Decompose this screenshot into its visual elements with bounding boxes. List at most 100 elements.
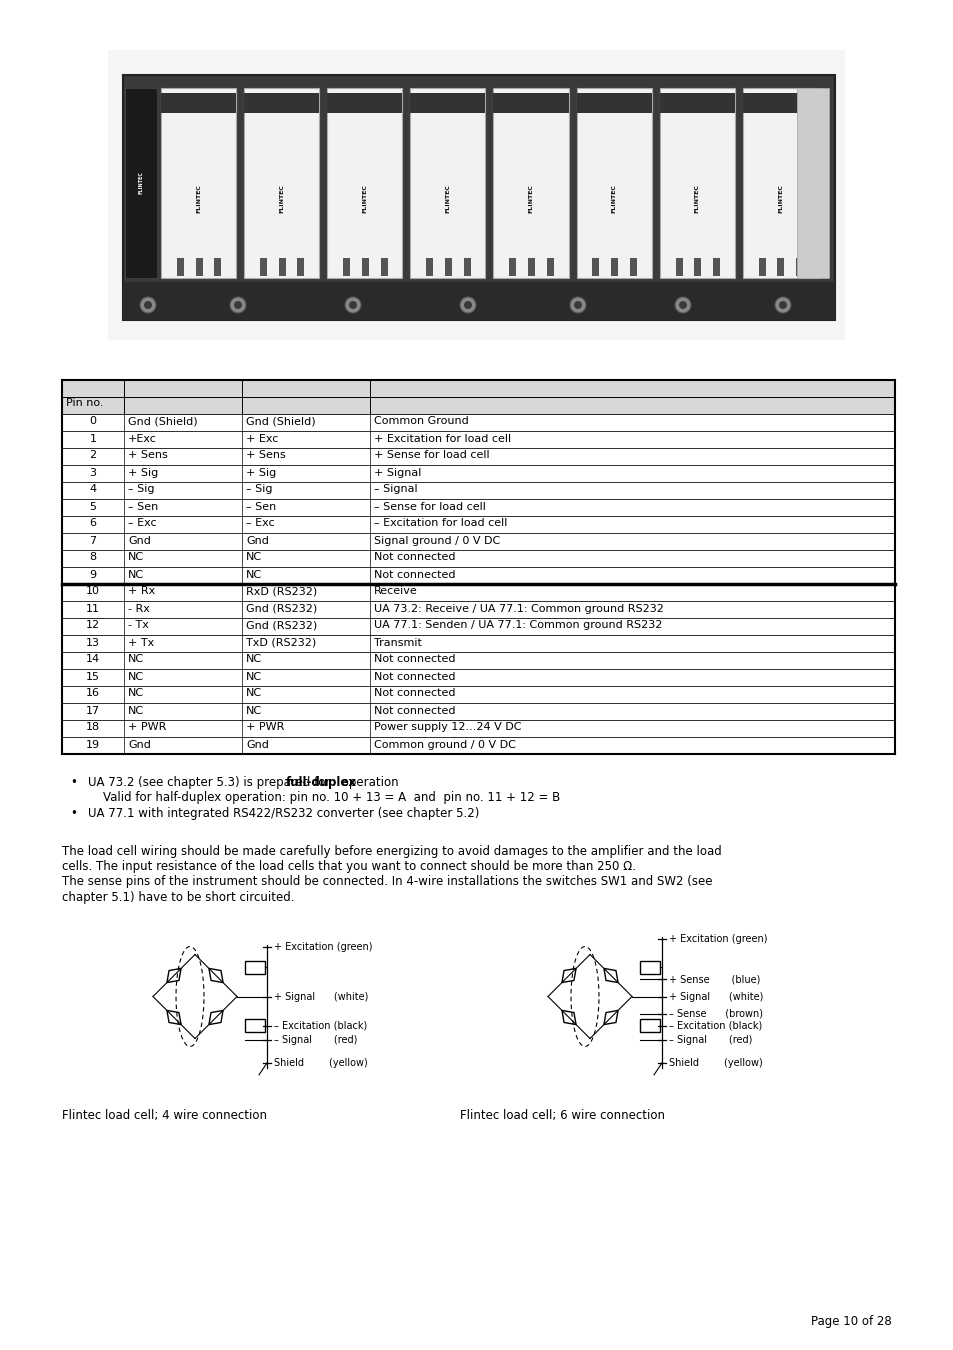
Text: The sense pins of the instrument should be connected. In 4-wire installations th: The sense pins of the instrument should … bbox=[62, 876, 712, 888]
Text: 6: 6 bbox=[90, 518, 96, 528]
Text: Not connected: Not connected bbox=[374, 706, 455, 716]
Text: 1: 1 bbox=[90, 433, 96, 444]
Text: – Excitation for load cell: – Excitation for load cell bbox=[374, 518, 507, 528]
Bar bbox=[62, 686, 894, 703]
Text: 13: 13 bbox=[86, 637, 100, 648]
Bar bbox=[742, 93, 817, 113]
Text: + Sig: + Sig bbox=[246, 467, 276, 478]
Text: NC: NC bbox=[246, 552, 262, 563]
Bar bbox=[639, 1019, 659, 1033]
Text: 3: 3 bbox=[90, 467, 96, 478]
Text: Not connected: Not connected bbox=[374, 552, 455, 563]
Text: + Sense for load cell: + Sense for load cell bbox=[374, 451, 489, 460]
Text: 10: 10 bbox=[86, 586, 100, 597]
Bar bbox=[62, 585, 894, 601]
Bar bbox=[361, 258, 369, 275]
Bar bbox=[463, 258, 470, 275]
Text: NC: NC bbox=[128, 655, 144, 664]
Bar bbox=[327, 88, 402, 278]
Bar bbox=[629, 258, 637, 275]
Bar bbox=[245, 1019, 265, 1033]
Text: Gnd: Gnd bbox=[128, 536, 151, 545]
Circle shape bbox=[140, 297, 156, 313]
Bar bbox=[62, 414, 894, 431]
Bar bbox=[659, 93, 734, 113]
Bar bbox=[62, 652, 894, 670]
Bar bbox=[758, 258, 765, 275]
Text: Power supply 12...24 V DC: Power supply 12...24 V DC bbox=[374, 722, 521, 733]
Text: Receive: Receive bbox=[374, 586, 417, 597]
Text: NC: NC bbox=[128, 570, 144, 579]
Bar bbox=[576, 88, 651, 278]
Text: •: • bbox=[70, 807, 77, 819]
Text: 19: 19 bbox=[86, 740, 100, 749]
Polygon shape bbox=[561, 1010, 576, 1025]
Text: FLINTEC: FLINTEC bbox=[694, 184, 700, 213]
Polygon shape bbox=[603, 1010, 618, 1025]
Text: 4: 4 bbox=[90, 485, 96, 494]
Bar bbox=[546, 258, 554, 275]
Circle shape bbox=[574, 301, 581, 309]
Text: Flintec load cell; 4 wire connection: Flintec load cell; 4 wire connection bbox=[62, 1108, 267, 1122]
Text: – Sen: – Sen bbox=[128, 501, 158, 512]
Circle shape bbox=[679, 301, 686, 309]
Text: The load cell wiring should be made carefully before energizing to avoid damages: The load cell wiring should be made care… bbox=[62, 845, 721, 857]
Text: + Excitation (green): + Excitation (green) bbox=[668, 934, 767, 944]
Bar bbox=[639, 961, 659, 973]
Bar bbox=[297, 258, 304, 275]
Bar bbox=[245, 961, 265, 973]
Text: •: • bbox=[70, 776, 77, 788]
Text: UA 73.2 (see chapter 5.3) is prepared for: UA 73.2 (see chapter 5.3) is prepared fo… bbox=[88, 776, 334, 788]
Text: NC: NC bbox=[128, 706, 144, 716]
Text: – Sen: – Sen bbox=[246, 501, 276, 512]
Polygon shape bbox=[209, 1010, 223, 1025]
Text: NC: NC bbox=[246, 706, 262, 716]
Text: 7: 7 bbox=[90, 536, 96, 545]
Text: Valid for half-duplex operation: pin no. 10 + 13 = A  and  pin no. 11 + 12 = B: Valid for half-duplex operation: pin no.… bbox=[88, 791, 559, 805]
Text: NC: NC bbox=[246, 570, 262, 579]
Text: + PWR: + PWR bbox=[246, 722, 284, 733]
Bar bbox=[410, 88, 485, 278]
Text: UA 73.2: Receive / UA 77.1: Common ground RS232: UA 73.2: Receive / UA 77.1: Common groun… bbox=[374, 603, 663, 613]
Text: Gnd: Gnd bbox=[128, 740, 151, 749]
Text: + Excitation for load cell: + Excitation for load cell bbox=[374, 433, 511, 444]
Text: Gnd: Gnd bbox=[246, 740, 269, 749]
Bar bbox=[796, 88, 828, 278]
Text: Common Ground: Common Ground bbox=[374, 417, 468, 427]
Text: NC: NC bbox=[128, 671, 144, 682]
Bar bbox=[675, 258, 681, 275]
Text: 18: 18 bbox=[86, 722, 100, 733]
Bar bbox=[176, 258, 184, 275]
Text: FLINTEC: FLINTEC bbox=[777, 184, 782, 213]
Text: + PWR: + PWR bbox=[128, 722, 166, 733]
Circle shape bbox=[779, 301, 786, 309]
Polygon shape bbox=[209, 968, 223, 983]
Text: operation: operation bbox=[337, 776, 398, 788]
Text: FLINTEC: FLINTEC bbox=[611, 184, 616, 213]
Bar bbox=[214, 258, 221, 275]
Bar bbox=[343, 258, 350, 275]
Circle shape bbox=[349, 301, 356, 309]
Bar bbox=[509, 258, 516, 275]
Circle shape bbox=[569, 297, 585, 313]
Bar bbox=[125, 88, 157, 278]
Text: 5: 5 bbox=[90, 501, 96, 512]
Bar bbox=[62, 703, 894, 720]
Bar bbox=[244, 93, 319, 113]
Bar bbox=[62, 431, 894, 448]
Bar bbox=[426, 258, 433, 275]
Circle shape bbox=[345, 297, 360, 313]
Text: 15: 15 bbox=[86, 671, 100, 682]
Polygon shape bbox=[603, 968, 618, 983]
Text: cells. The input resistance of the load cells that you want to connect should be: cells. The input resistance of the load … bbox=[62, 860, 636, 873]
Text: NC: NC bbox=[246, 688, 262, 698]
Text: + Signal      (white): + Signal (white) bbox=[274, 991, 368, 1002]
Bar bbox=[278, 258, 285, 275]
Text: + Sens: + Sens bbox=[128, 451, 168, 460]
Bar bbox=[62, 500, 894, 516]
Bar bbox=[123, 282, 834, 320]
Bar bbox=[62, 448, 894, 464]
Bar bbox=[742, 88, 817, 278]
Text: Shield        (yellow): Shield (yellow) bbox=[668, 1058, 762, 1068]
Bar bbox=[444, 258, 452, 275]
